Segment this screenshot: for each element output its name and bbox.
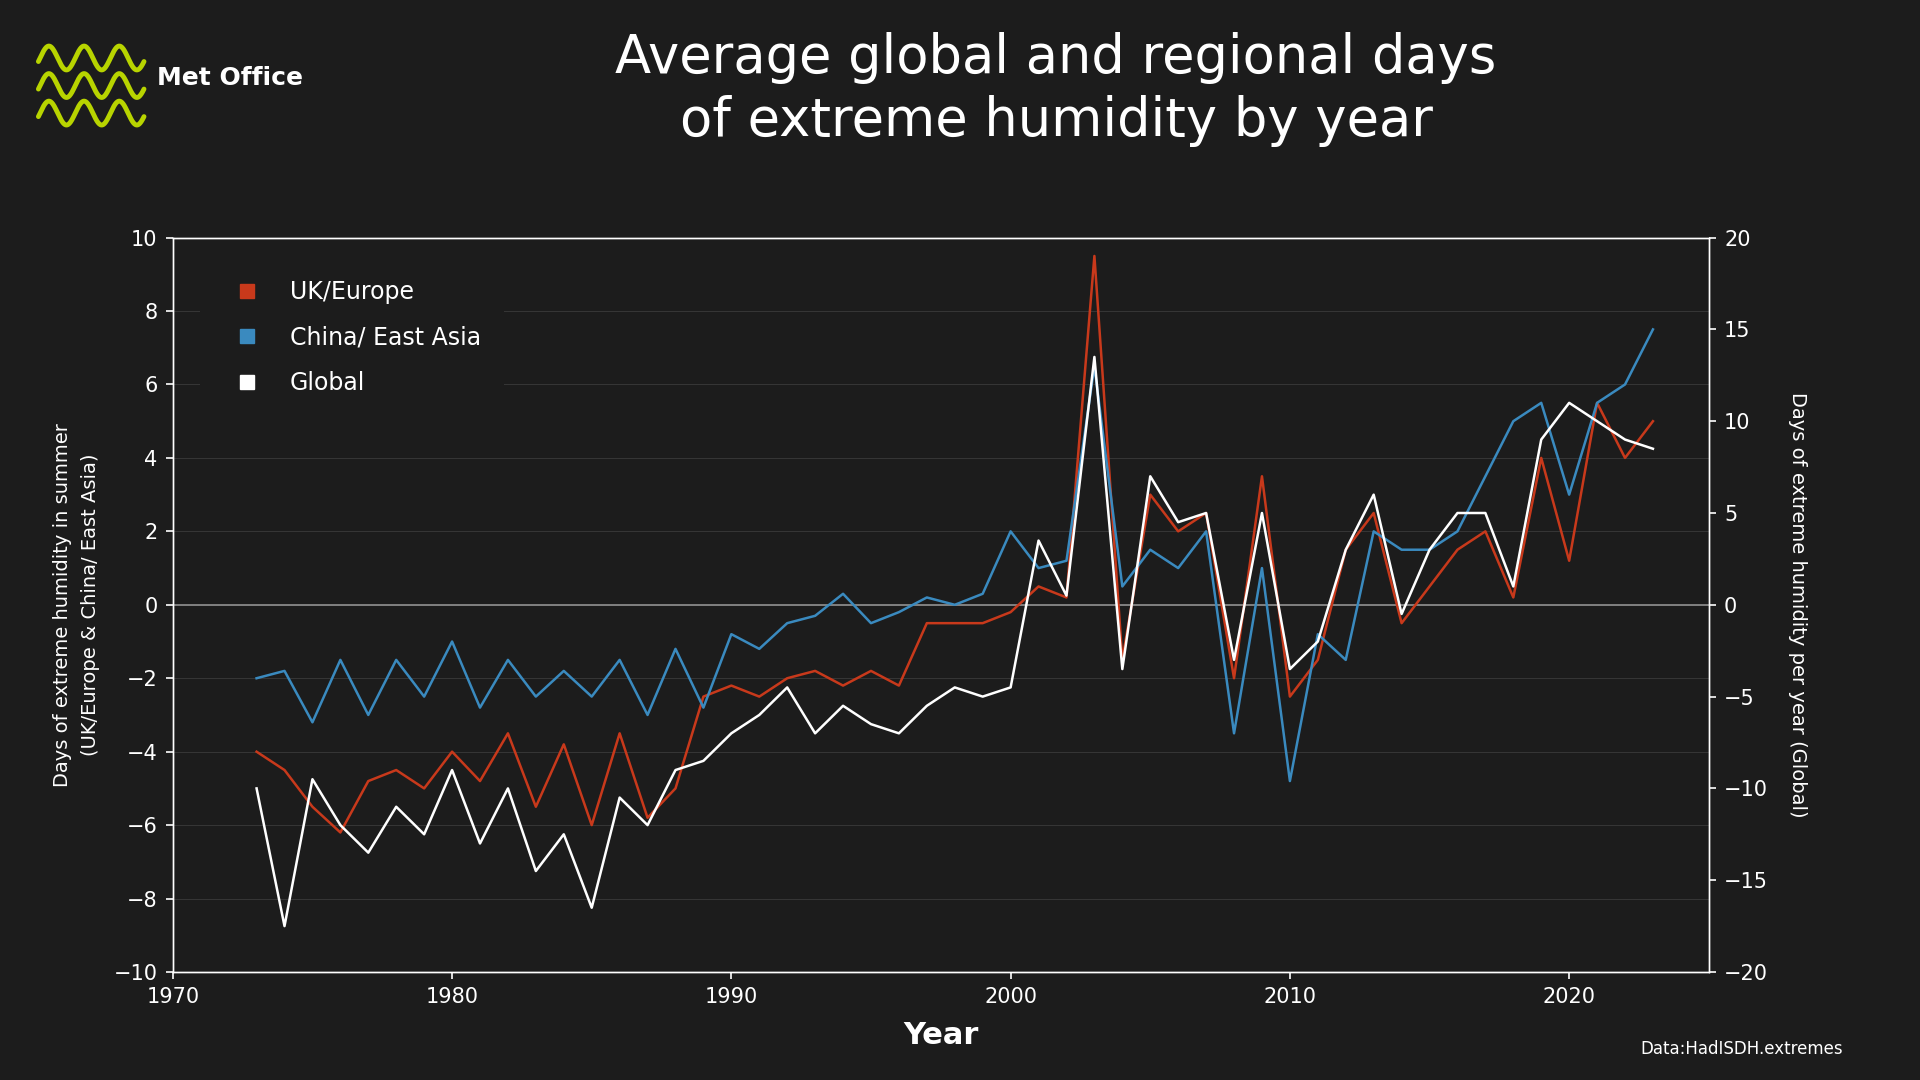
Y-axis label: Days of extreme humidity in summer
(UK/Europe & China/ East Asia): Days of extreme humidity in summer (UK/E…: [52, 423, 100, 786]
Text: Data:HadISDH.extremes: Data:HadISDH.extremes: [1640, 1040, 1843, 1058]
Legend: UK/Europe, China/ East Asia, Global: UK/Europe, China/ East Asia, Global: [200, 257, 505, 418]
Y-axis label: Days of extreme humidity per year (Global): Days of extreme humidity per year (Globa…: [1788, 392, 1807, 818]
Text: Average global and regional days
of extreme humidity by year: Average global and regional days of extr…: [614, 32, 1498, 147]
X-axis label: Year: Year: [902, 1022, 979, 1050]
Text: Met Office: Met Office: [157, 66, 303, 90]
